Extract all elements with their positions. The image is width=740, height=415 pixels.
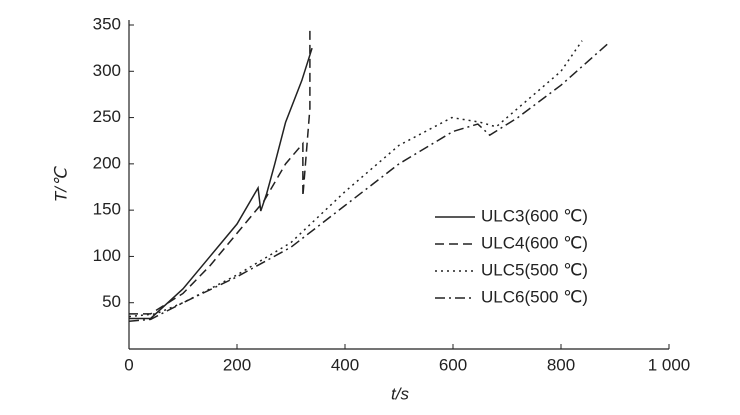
legend-label: ULC3(600 ℃)	[481, 206, 588, 225]
y-tick-label: 200	[93, 153, 121, 172]
y-tick-label: 350	[93, 14, 121, 33]
y-tick-label: 150	[93, 200, 121, 219]
y-tick-label: 300	[93, 61, 121, 80]
series-line	[129, 30, 311, 315]
x-axis-label: t/s	[391, 384, 409, 403]
series-line	[129, 47, 313, 320]
x-tick-label: 1 000	[648, 355, 691, 374]
y-axis-label: T/℃	[51, 166, 70, 202]
x-tick-label: 600	[439, 355, 467, 374]
x-tick-label: 200	[223, 355, 251, 374]
series-line	[128, 40, 583, 318]
legend-label: ULC5(500 ℃)	[481, 260, 588, 279]
x-tick-label: 400	[331, 355, 359, 374]
series-line	[128, 42, 610, 322]
x-tick-label: 0	[124, 355, 133, 374]
y-tick-label: 50	[102, 292, 121, 311]
legend-label: ULC6(500 ℃)	[481, 287, 588, 306]
x-tick-label: 800	[547, 355, 575, 374]
y-tick-label: 250	[93, 107, 121, 126]
legend-label: ULC4(600 ℃)	[481, 233, 588, 252]
y-tick-label: 100	[93, 246, 121, 265]
